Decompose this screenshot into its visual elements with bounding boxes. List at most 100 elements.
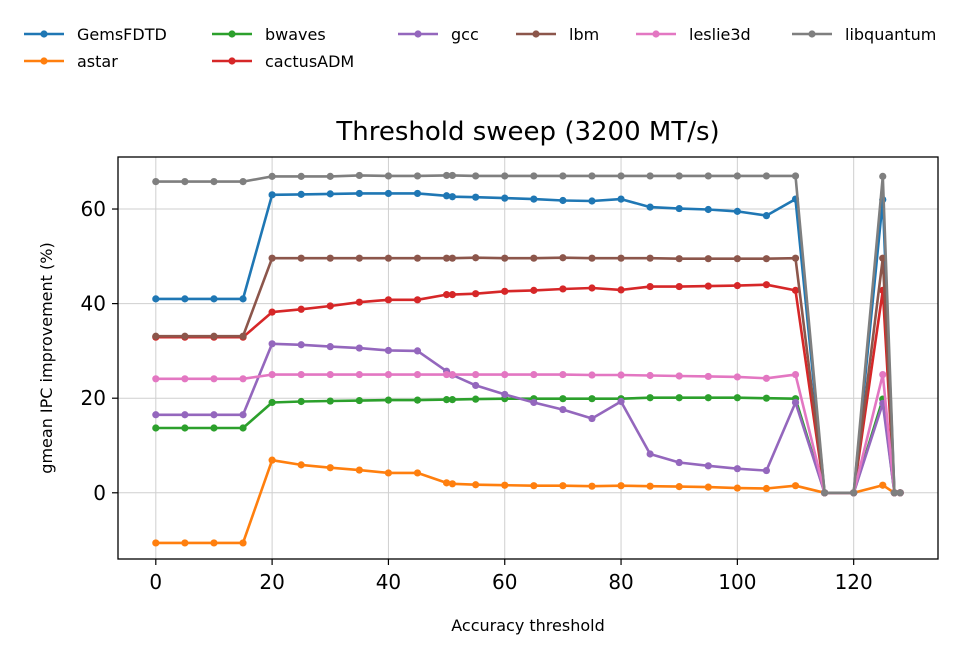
data-point-libquantum [181, 177, 189, 186]
data-point-astar [675, 483, 683, 491]
legend-swatch-marker [228, 57, 236, 65]
data-point-leslie3d [617, 371, 625, 379]
data-point-gcc [355, 344, 363, 352]
data-point-libquantum [896, 489, 904, 497]
legend-swatch-marker [40, 30, 48, 38]
data-point-bwaves [442, 396, 451, 404]
data-point-bwaves [239, 424, 247, 432]
data-point-astar [646, 482, 654, 490]
data-point-gemsfdtd [448, 193, 456, 201]
data-point-astar [326, 464, 334, 472]
data-point-gcc [384, 346, 393, 355]
data-point-cactusadm [675, 282, 683, 291]
data-point-leslie3d [152, 375, 160, 383]
legend-item-gemsfdtd: GemsFDTD [24, 25, 167, 44]
data-point-cactusadm [559, 285, 567, 293]
data-point-gemsfdtd [559, 196, 567, 205]
data-point-cactusadm [442, 291, 451, 299]
data-point-libquantum [355, 171, 363, 180]
data-point-astar [501, 481, 509, 489]
data-point-gcc [675, 458, 683, 467]
data-point-leslie3d [733, 373, 741, 381]
y-tick-label: 0 [93, 481, 106, 505]
legend: GemsFDTD astar bwaves cactusADM gcc lbm leslie… [24, 25, 936, 71]
series-cactusadm [152, 281, 904, 497]
data-point-gcc [704, 462, 712, 470]
data-point-bwaves [588, 395, 596, 403]
data-point-bwaves [762, 394, 771, 402]
data-point-gcc [617, 397, 625, 406]
data-point-gemsfdtd [326, 190, 334, 198]
data-point-cactusadm [704, 282, 712, 290]
data-point-leslie3d [791, 370, 800, 379]
data-point-libquantum [588, 172, 596, 180]
data-point-libquantum [704, 172, 712, 180]
legend-label: leslie3d [689, 25, 751, 44]
data-point-libquantum [530, 172, 538, 180]
data-point-libquantum [890, 489, 898, 497]
series-line-libquantum [155, 174, 901, 495]
data-point-libquantum [442, 171, 451, 180]
data-point-libquantum [762, 172, 771, 180]
data-point-bwaves [559, 395, 567, 403]
data-point-bwaves [297, 397, 305, 406]
grid [118, 157, 938, 559]
data-point-gcc [646, 450, 654, 458]
data-point-gemsfdtd [617, 195, 625, 203]
data-point-astar [448, 480, 456, 488]
data-point-gcc [413, 347, 422, 355]
data-point-lbm [472, 254, 480, 262]
data-point-astar [181, 539, 189, 547]
data-point-cactusadm [472, 290, 480, 298]
data-point-gcc [791, 398, 800, 407]
data-point-leslie3d [268, 370, 276, 379]
data-point-gcc [733, 465, 741, 473]
data-point-cactusadm [530, 286, 538, 294]
data-point-lbm [530, 254, 538, 262]
data-point-cactusadm [733, 282, 741, 290]
data-point-cactusadm [617, 286, 625, 294]
data-point-libquantum [733, 172, 741, 180]
plot-area [152, 171, 904, 547]
data-point-gemsfdtd [297, 190, 305, 198]
legend-item-lbm: lbm [516, 25, 599, 44]
legend-swatch-marker [808, 30, 816, 38]
data-point-astar [879, 481, 887, 489]
series-line-bwaves [155, 396, 901, 495]
data-point-leslie3d [448, 370, 456, 379]
data-point-gcc [239, 411, 247, 419]
data-point-leslie3d [559, 370, 567, 379]
data-point-astar [762, 484, 771, 493]
data-point-cactusadm [297, 305, 305, 313]
data-point-astar [355, 466, 363, 474]
data-point-leslie3d [588, 371, 596, 379]
data-point-lbm [297, 254, 305, 262]
data-point-cactusadm [501, 287, 509, 295]
y-axis-label: gmean IPC improvement (%) [37, 242, 56, 473]
data-point-astar [152, 539, 160, 547]
data-point-lbm [448, 254, 456, 262]
x-tick-label: 0 [149, 570, 162, 594]
data-point-bwaves [472, 395, 480, 403]
data-point-leslie3d [355, 370, 363, 379]
legend-swatch-marker [228, 30, 236, 38]
data-point-lbm [413, 254, 422, 262]
data-point-cactusadm [791, 286, 800, 294]
data-point-leslie3d [530, 370, 538, 379]
data-point-cactusadm [355, 298, 363, 306]
data-point-leslie3d [297, 370, 305, 379]
data-point-gemsfdtd [501, 194, 509, 202]
data-point-astar [617, 482, 625, 490]
x-axis-label: Accuracy threshold [451, 616, 604, 635]
data-point-lbm [152, 332, 160, 340]
data-point-astar [413, 469, 422, 477]
series-gemsfdtd [152, 189, 904, 497]
data-point-astar [791, 482, 800, 490]
data-point-gemsfdtd [210, 295, 218, 303]
data-point-cactusadm [413, 296, 422, 304]
data-point-lbm [210, 332, 218, 340]
data-point-bwaves [210, 424, 218, 432]
y-tick-label: 60 [81, 197, 106, 221]
data-point-gemsfdtd [588, 197, 596, 205]
